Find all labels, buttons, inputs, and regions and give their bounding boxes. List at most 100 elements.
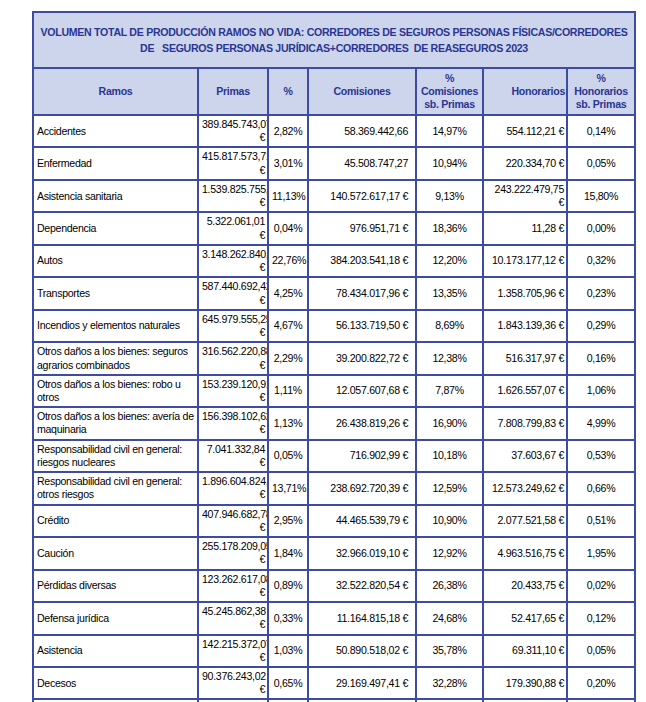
cell-pct: 0,04% [268,212,308,244]
production-table: VOLUMEN TOTAL DE PRODUCCIÓN RAMOS NO VID… [32,11,636,702]
cell-honorarios: 1.626.557,07 € [483,375,567,407]
cell-pct: 1,03% [268,635,308,667]
cell-primas: 645.979.555,25 € [198,310,268,342]
cell-comisiones: 56.133.719,50 € [308,310,416,342]
cell-honorarios: 2.077.521,58 € [483,505,567,537]
cell-pct-comisiones: 26,38% [416,570,483,602]
cell-pct: 2,95% [268,505,308,537]
cell-ramo: Responsabilidad civil en general: riesgo… [33,440,198,472]
cell-primas: 255.178.209,05 € [198,537,268,569]
column-header-honorarios: Honorarios [483,68,567,115]
header-row: Ramos Primas % Comisiones % Comisiones s… [33,68,635,115]
cell-primas: 587.440.692,42 € [198,277,268,309]
cell-pct: 3,01% [268,147,308,179]
cell-pct-honorarios: 0,23% [567,277,635,309]
cell-pct: 4,25% [268,277,308,309]
table-row: Incendios y elementos naturales 645.979.… [33,310,635,342]
cell-pct-honorarios: 0,51% [567,505,635,537]
cell-pct-comisiones: 7,87% [416,375,483,407]
cell-comisiones: 716.902,99 € [308,440,416,472]
cell-primas: 7.041.332,84 € [198,440,268,472]
cell-primas: 90.376.243,02 € [198,667,268,699]
table-row: Transportes 587.440.692,42 € 4,25% 78.43… [33,277,635,309]
cell-ramo: Crédito [33,505,198,537]
table-row: Crédito 407.946.682,78 € 2,95% 44.465.53… [33,505,635,537]
cell-pct-comisiones: 24,68% [416,602,483,634]
cell-primas: 5.322.061,01 € [198,212,268,244]
cell-pct: 0,05% [268,440,308,472]
title-row: VOLUMEN TOTAL DE PRODUCCIÓN RAMOS NO VID… [33,12,635,68]
cell-pct-comisiones: 12,92% [416,537,483,569]
cell-pct-comisiones: 10,94% [416,147,483,179]
table-row: Autos 3.148.262.840,32 € 22,76% 384.203.… [33,245,635,277]
table-row: Asistencia sanitaria 1.539.825.755,32 € … [33,180,635,212]
cell-pct-honorarios: 15,80% [567,180,635,212]
cell-pct: 13,71% [268,472,308,504]
cell-ramo: Otros daños a los bienes: seguros agrari… [33,342,198,374]
cell-comisiones: 39.200.822,72 € [308,342,416,374]
cell-primas: 316.562.220,88 € [198,342,268,374]
cell-primas: 389.845.743,07 € [198,115,268,147]
cell-honorarios: 4.963.516,75 € [483,537,567,569]
cell-honorarios: 52.417,65 € [483,602,567,634]
cell-comisiones: 384.203.541,18 € [308,245,416,277]
cell-ramo: Accidentes [33,115,198,147]
cell-pct: 1,13% [268,407,308,439]
cell-ramo: Defensa jurídica [33,602,198,634]
cell-pct-honorarios: 0,29% [567,310,635,342]
cell-pct-comisiones: 10,18% [416,440,483,472]
cell-ramo: Autos [33,245,198,277]
cell-pct-honorarios: 4,99% [567,407,635,439]
cell-pct-comisiones: 12,20% [416,245,483,277]
cell-pct-comisiones: 35,78% [416,635,483,667]
cell-pct: 1,11% [268,375,308,407]
cell-primas: 45.245.862,38 € [198,602,268,634]
table-row: Asistencia 142.215.372,07 € 1,03% 50.890… [33,635,635,667]
cell-honorarios: 516.317,97 € [483,342,567,374]
cell-comisiones: 140.572.617,17 € [308,180,416,212]
cell-pct: 2,29% [268,342,308,374]
cell-ramo: Enfermedad [33,147,198,179]
cell-comisiones: 50.890.518,02 € [308,635,416,667]
cell-primas: 1.539.825.755,32 € [198,180,268,212]
cell-pct-honorarios: 0,20% [567,667,635,699]
cell-ramo: Decesos [33,667,198,699]
cell-honorarios: 220.334,70 € [483,147,567,179]
cell-honorarios: 10.173.177,12 € [483,245,567,277]
cell-ramo: Pérdidas diversas [33,570,198,602]
cell-honorarios: 243.222.479,75 € [483,180,567,212]
table-row: Otros daños a los bienes: seguros agrari… [33,342,635,374]
production-table-sheet: VOLUMEN TOTAL DE PRODUCCIÓN RAMOS NO VID… [32,11,634,702]
cell-ramo: Incendios y elementos naturales [33,310,198,342]
cell-pct-honorarios: 0,05% [567,147,635,179]
table-row: Dependencia 5.322.061,01 € 0,04% 976.951… [33,212,635,244]
cell-honorarios: 554.112,21 € [483,115,567,147]
column-header-comisiones: Comisiones [308,68,416,115]
cell-honorarios: 1.358.705,96 € [483,277,567,309]
cell-pct-honorarios: 0,66% [567,472,635,504]
cell-honorarios: 20.433,75 € [483,570,567,602]
table-row: Decesos 90.376.243,02 € 0,65% 29.169.497… [33,667,635,699]
cell-honorarios: 11,28 € [483,212,567,244]
cell-comisiones: 32.966.019,10 € [308,537,416,569]
table-row: Caución 255.178.209,05 € 1,84% 32.966.01… [33,537,635,569]
column-header-ramos: Ramos [33,68,198,115]
cell-comisiones: 976.951,71 € [308,212,416,244]
cell-pct: 11,13% [268,180,308,212]
cell-pct-comisiones: 8,69% [416,310,483,342]
cell-primas: 407.946.682,78 € [198,505,268,537]
cell-pct: 22,76% [268,245,308,277]
cell-honorarios: 37.603,67 € [483,440,567,472]
cell-ramo: Transportes [33,277,198,309]
cell-pct-honorarios: 0,12% [567,602,635,634]
cell-pct-comisiones: 10,90% [416,505,483,537]
cell-ramo: Dependencia [33,212,198,244]
cell-comisiones: 58.369.442,66 [308,115,416,147]
cell-ramo: Caución [33,537,198,569]
cell-comisiones: 44.465.539,79 € [308,505,416,537]
cell-pct: 0,65% [268,667,308,699]
cell-pct-honorarios: 0,05% [567,635,635,667]
cell-honorarios: 12.573.249,62 € [483,472,567,504]
cell-comisiones: 238.692.720,39 € [308,472,416,504]
cell-pct-comisiones: 14,97% [416,115,483,147]
